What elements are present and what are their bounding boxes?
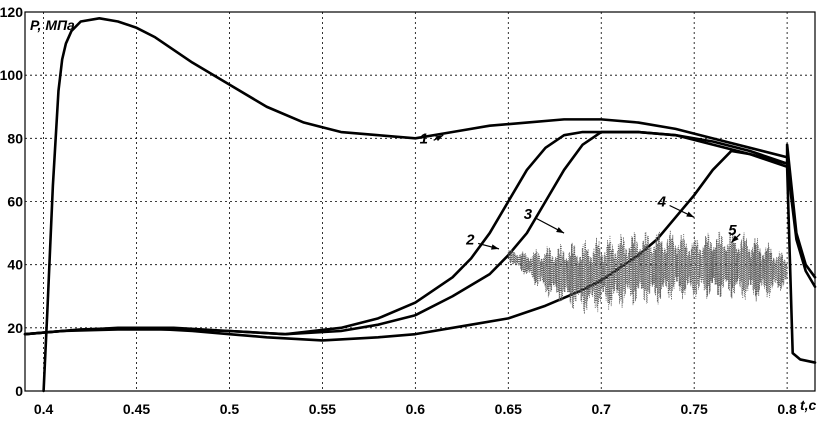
annotation-labels: 1 2 3 4 5 xyxy=(420,130,738,248)
y-tick-label: 40 xyxy=(7,257,23,273)
series-3-line xyxy=(23,130,817,336)
annotation-arrowhead-2 xyxy=(491,244,499,250)
annotation-label-2: 2 xyxy=(465,231,475,248)
x-tick-label: 0.6 xyxy=(406,401,426,417)
x-tick-label: 0.4 xyxy=(34,401,54,417)
x-tick-label: 0.8 xyxy=(777,401,797,417)
x-tick-labels: 0.4 0.45 0.5 0.55 0.6 0.65 0.7 0.75 0.8 xyxy=(34,401,797,417)
series-2-line xyxy=(23,130,817,336)
y-tick-label: 20 xyxy=(7,320,23,336)
annotation-label-5: 5 xyxy=(728,222,737,239)
series-1-line xyxy=(42,17,789,393)
annotation-arrowhead-3 xyxy=(556,227,565,234)
y-tick-label: 60 xyxy=(7,194,23,210)
x-axis-title: t,c xyxy=(800,397,817,413)
y-tick-label: 80 xyxy=(7,130,23,146)
x-tick-label: 0.45 xyxy=(123,401,150,417)
annotation-label-4: 4 xyxy=(657,194,667,211)
y-axis-title: P, МПа xyxy=(30,17,75,33)
x-tick-label: 0.5 xyxy=(220,401,240,417)
annotation-label-1: 1 xyxy=(420,130,428,147)
x-tick-label: 0.65 xyxy=(495,401,522,417)
series-4-line xyxy=(23,149,817,364)
x-tick-label: 0.7 xyxy=(592,401,612,417)
series-5-line xyxy=(507,230,788,314)
y-tick-label: 120 xyxy=(0,4,23,20)
annotation-arrowhead-5 xyxy=(731,235,739,243)
annotation-arrowhead-1 xyxy=(435,135,444,142)
y-tick-label: 100 xyxy=(0,67,23,83)
annotation-label-3: 3 xyxy=(524,206,533,223)
y-tick-labels: 0 20 40 60 80 100 120 xyxy=(0,4,23,399)
x-tick-label: 0.55 xyxy=(309,401,336,417)
x-tick-label: 0.75 xyxy=(681,401,708,417)
series-layer xyxy=(23,17,817,393)
y-tick-label: 0 xyxy=(15,383,23,399)
annotation-arrowhead-4 xyxy=(686,211,695,218)
plot-frame xyxy=(24,11,816,392)
annotation-arrows xyxy=(433,134,741,250)
